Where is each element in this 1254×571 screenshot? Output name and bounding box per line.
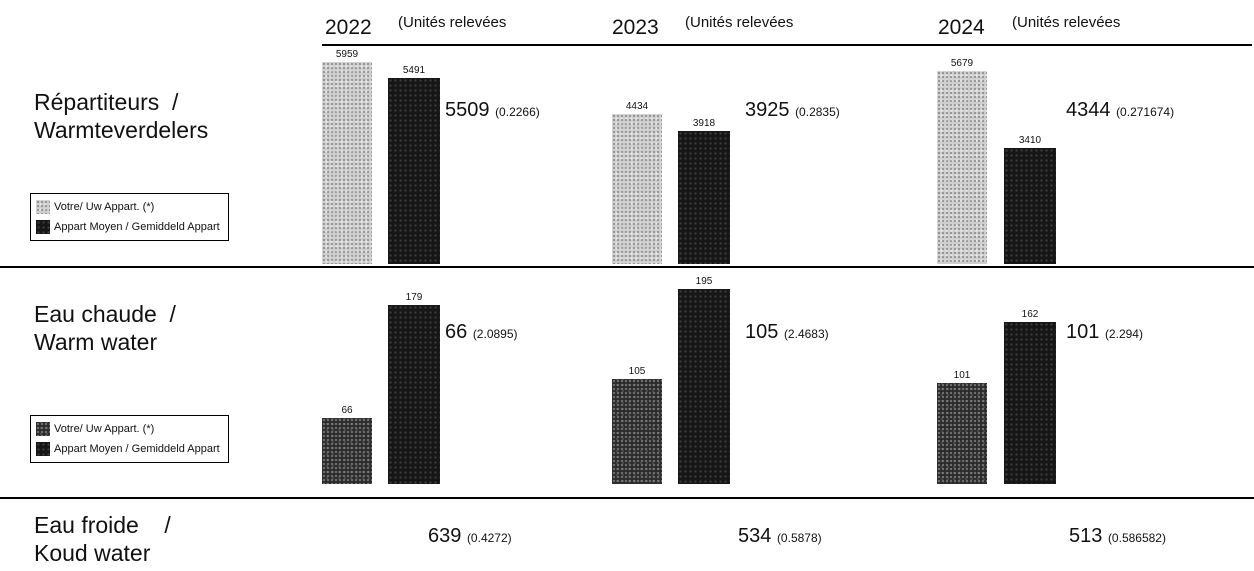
summary-eau-chaude-2022: 66 (2.0895) — [445, 320, 518, 346]
year-2023-label: 2023 — [612, 16, 659, 39]
bar-repartiteurs-votre-2024 — [937, 71, 987, 264]
bar-eau-chaude-moyen-2023 — [678, 289, 730, 484]
summary-repartiteurs-2024: 4344 (0.271674) — [1066, 98, 1174, 124]
row-label-eau-chaude: Eau chaude / Warm water — [34, 300, 176, 356]
bar-eau-chaude-moyen-2024 — [1004, 322, 1056, 484]
bar-value-label: 3410 — [1018, 135, 1042, 146]
row-label-eau-froide-fr: Eau froide / — [34, 512, 171, 538]
summary-eau-chaude-2024: 101 (2.294) — [1066, 320, 1143, 346]
year-2022-label: 2022 — [325, 16, 372, 39]
summary-repartiteurs-2022: 5509 (0.2266) — [445, 98, 540, 124]
summary-main: 639 — [428, 525, 462, 547]
summary-main: 534 — [738, 525, 772, 547]
legend-label-moyen: Appart Moyen / Gemiddeld Appart — [54, 221, 220, 233]
bar-eau-chaude-moyen-2022 — [388, 305, 440, 484]
legend-label-votre: Votre/ Uw Appart. (*) — [54, 423, 155, 435]
bar-value-label: 5491 — [402, 65, 426, 76]
summary-sub: (0.586582) — [1107, 531, 1166, 545]
bar-value-label: 3918 — [692, 118, 716, 129]
summary-sub: (2.4683) — [783, 327, 829, 341]
row-label-repartiteurs-nl: Warmteverdelers — [34, 117, 209, 143]
legend-swatch-votre — [36, 422, 50, 436]
summary-main: 513 — [1069, 525, 1103, 547]
bar-repartiteurs-moyen-2023 — [678, 131, 730, 264]
bar-value-label: 4434 — [625, 101, 649, 112]
summary-repartiteurs-2023: 3925 (0.2835) — [745, 98, 840, 124]
legend-repartiteurs: Votre/ Uw Appart. (*) Appart Moyen / Gem… — [30, 193, 229, 241]
bar-repartiteurs-votre-2023 — [612, 114, 662, 264]
year-2022-note: (Unités relevées — [398, 14, 507, 31]
summary-sub: (0.4272) — [466, 531, 512, 545]
legend-item-votre: Votre/ Uw Appart. (*) — [36, 419, 220, 439]
legend-item-votre: Votre/ Uw Appart. (*) — [36, 197, 220, 217]
summary-sub: (0.2266) — [495, 105, 540, 119]
summary-eau-froide-2023: 534 (0.5878) — [738, 524, 822, 550]
row-separator-1 — [0, 266, 1254, 268]
header-underline — [322, 44, 1252, 46]
row-separator-2 — [0, 497, 1254, 499]
bar-value-label: 101 — [953, 370, 971, 381]
summary-sub: (2.294) — [1104, 327, 1143, 341]
bar-repartiteurs-moyen-2024 — [1004, 148, 1056, 264]
bar-repartiteurs-moyen-2022 — [388, 78, 440, 264]
summary-sub: (2.0895) — [472, 327, 518, 341]
row-label-repartiteurs: Répartiteurs / Warmteverdelers — [34, 88, 208, 144]
summary-main: 5509 — [445, 99, 490, 121]
legend-eau-chaude: Votre/ Uw Appart. (*) Appart Moyen / Gem… — [30, 415, 229, 463]
legend-swatch-moyen — [36, 220, 50, 234]
summary-eau-chaude-2023: 105 (2.4683) — [745, 320, 829, 346]
year-2024-label: 2024 — [938, 16, 985, 39]
summary-main: 4344 — [1066, 99, 1111, 121]
summary-eau-froide-2022: 639 (0.4272) — [428, 524, 512, 550]
summary-sub: (0.5878) — [776, 531, 822, 545]
legend-swatch-votre — [36, 200, 50, 214]
bar-eau-chaude-votre-2022 — [322, 418, 372, 484]
bar-value-label: 162 — [1021, 309, 1039, 320]
legend-item-moyen: Appart Moyen / Gemiddeld Appart — [36, 439, 220, 459]
bar-value-label: 105 — [628, 366, 646, 377]
summary-sub: (0.271674) — [1116, 105, 1175, 119]
legend-label-votre: Votre/ Uw Appart. (*) — [54, 201, 155, 213]
bar-eau-chaude-votre-2024 — [937, 383, 987, 484]
row-label-repartiteurs-fr: Répartiteurs / — [34, 89, 179, 115]
bar-value-label: 195 — [695, 276, 713, 287]
row-label-eau-froide-nl: Koud water — [34, 540, 151, 566]
bar-value-label: 66 — [341, 405, 353, 416]
legend-swatch-moyen — [36, 442, 50, 456]
summary-sub: (0.2835) — [795, 105, 840, 119]
year-2023-note: (Unités relevées — [685, 14, 794, 31]
row-label-eau-chaude-nl: Warm water — [34, 329, 158, 355]
legend-label-moyen: Appart Moyen / Gemiddeld Appart — [54, 443, 220, 455]
bar-value-label: 5959 — [335, 49, 359, 60]
year-2024-note: (Unités relevées — [1012, 14, 1121, 31]
row-label-eau-chaude-fr: Eau chaude / — [34, 301, 176, 327]
bar-value-label: 179 — [405, 292, 423, 303]
summary-main: 101 — [1066, 321, 1100, 343]
row-label-eau-froide: Eau froide / Koud water — [34, 511, 171, 567]
legend-item-moyen: Appart Moyen / Gemiddeld Appart — [36, 217, 220, 237]
bar-repartiteurs-votre-2022 — [322, 62, 372, 264]
bar-value-label: 5679 — [950, 58, 974, 69]
summary-main: 3925 — [745, 99, 790, 121]
summary-main: 105 — [745, 321, 779, 343]
summary-eau-froide-2024: 513 (0.586582) — [1069, 524, 1166, 550]
summary-main: 66 — [445, 321, 468, 343]
bar-eau-chaude-votre-2023 — [612, 379, 662, 484]
